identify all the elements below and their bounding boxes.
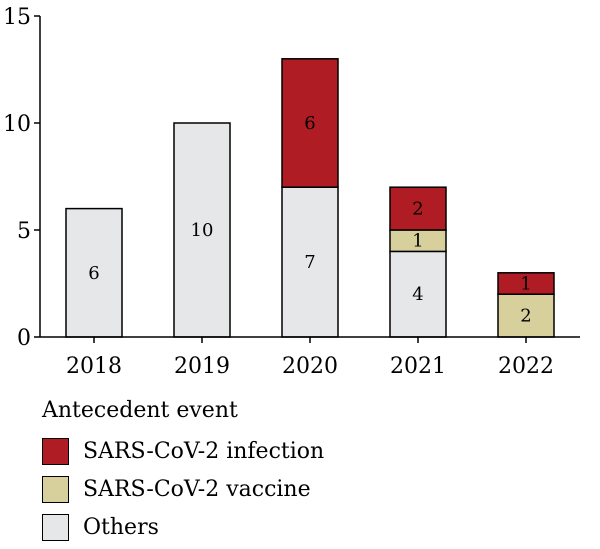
- legend-title: Antecedent event: [42, 398, 238, 423]
- legend-item-infection: SARS-CoV-2 infection: [42, 432, 324, 470]
- x-tick-label-2021: 2021: [390, 354, 446, 379]
- legend-swatch-infection: [42, 437, 69, 465]
- legend-swatch-vaccine: [42, 475, 69, 503]
- bar-label-2019-others: 10: [191, 220, 214, 241]
- bar-2018-others: [65, 207, 123, 338]
- bar-2020-sars-cov-2-infection: [281, 58, 339, 188]
- stacked-bar-chart: 6 10 7 6 4 1 2 2 1 0 5 10 15 2018 2019 2020 2021 2022: [3, 5, 580, 379]
- bar-label-2021-sars-cov-2-vaccine: 1: [412, 231, 423, 252]
- y-tick-label-10: 10: [3, 112, 31, 137]
- bar-label-2022-sars-cov-2-vaccine: 2: [520, 306, 531, 327]
- legend-label-infection: SARS-CoV-2 infection: [83, 438, 325, 464]
- x-tick-label-2022: 2022: [498, 354, 554, 379]
- x-tick-label-2020: 2020: [282, 354, 338, 379]
- y-tick-label-0: 0: [17, 326, 31, 351]
- legend-label-vaccine: SARS-CoV-2 vaccine: [83, 476, 311, 502]
- x-tick-label-2019: 2019: [174, 354, 230, 379]
- bar-label-2021-sars-cov-2-infection: 2: [412, 199, 423, 220]
- legend-item-vaccine: SARS-CoV-2 vaccine: [42, 470, 324, 508]
- legend-swatch-others: [42, 513, 69, 541]
- bar-2021-sars-cov-2-infection: [389, 186, 447, 231]
- bar-label-2020-others: 7: [304, 252, 315, 273]
- y-tick-label-15: 15: [3, 5, 31, 30]
- bar-label-2021-others: 4: [412, 284, 423, 305]
- bars-group: [65, 58, 555, 338]
- bar-label-2022-sars-cov-2-infection: 1: [520, 274, 531, 295]
- bar-2019-others: [173, 122, 231, 338]
- bar-2022-sars-cov-2-vaccine: [497, 293, 555, 338]
- y-tick-label-5: 5: [17, 219, 31, 244]
- bar-labels-group: 6 10 7 6 4 1 2 2 1: [88, 113, 531, 327]
- legend-item-others: Others: [42, 508, 324, 546]
- bar-label-2018-others: 6: [88, 263, 99, 284]
- bar-2022-sars-cov-2-infection: [497, 272, 555, 295]
- axes-group: 0 5 10 15 2018 2019 2020 2021 2022: [3, 5, 580, 379]
- legend: Antecedent event SARS-CoV-2 infection SA…: [42, 398, 324, 546]
- legend-label-others: Others: [83, 514, 159, 540]
- bar-label-2020-sars-cov-2-infection: 6: [304, 113, 315, 134]
- x-tick-label-2018: 2018: [66, 354, 122, 379]
